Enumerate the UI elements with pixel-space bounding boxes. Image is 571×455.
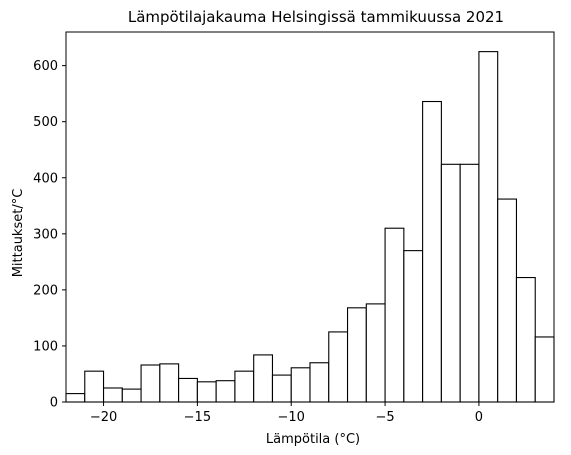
y-tick-label: 500 (33, 115, 58, 130)
histogram-bar (403, 250, 424, 403)
histogram-bar (478, 51, 499, 403)
y-tick-label: 200 (33, 283, 58, 298)
histogram-bar (459, 163, 480, 403)
histogram-bar (121, 388, 142, 403)
histogram-bar (102, 387, 123, 403)
histogram-bar (384, 227, 405, 403)
histogram-bar (178, 377, 198, 403)
y-tick-label: 100 (33, 339, 58, 354)
x-axis-ticks: −20 −15 −10 −5 0 (90, 402, 483, 425)
chart-title: Lämpötilajakauma Helsingissä tammikuussa… (128, 8, 504, 26)
histogram-bar (365, 303, 386, 403)
y-tick-label: 600 (33, 59, 58, 74)
x-tick-label: −20 (90, 410, 117, 425)
bars-group (65, 51, 555, 403)
histogram-bar (515, 276, 536, 403)
histogram-bar (534, 336, 555, 403)
x-axis-label: Lämpötila (°C) (266, 432, 360, 447)
histogram-bar (159, 363, 180, 403)
x-tick-label: −10 (278, 410, 305, 425)
histogram-bar (196, 381, 217, 403)
histogram-bar (309, 362, 330, 403)
histogram-bar (440, 163, 461, 403)
x-tick-label: −15 (184, 410, 211, 425)
y-tick-label: 400 (33, 171, 58, 186)
histogram-bar (84, 370, 105, 403)
histogram-bar (215, 380, 236, 403)
histogram-bar (422, 100, 442, 403)
x-tick-label: 0 (475, 410, 483, 425)
y-tick-label: 0 (50, 396, 58, 411)
histogram-bar (65, 393, 86, 403)
y-tick-label: 300 (33, 227, 58, 242)
histogram-bar (328, 331, 349, 403)
histogram-bar (497, 198, 518, 403)
histogram-bar (140, 364, 161, 403)
histogram-bar (346, 307, 367, 403)
histogram-bar (271, 374, 292, 403)
plot-frame (65, 31, 555, 403)
histogram-bar (290, 367, 311, 403)
x-tick-label: −5 (375, 410, 394, 425)
y-axis-ticks: 0 100 200 300 400 500 600 (33, 59, 66, 411)
histogram-bar (253, 354, 274, 403)
y-axis-label: Mittaukset/°C (11, 189, 26, 278)
histogram-bar (234, 370, 255, 403)
